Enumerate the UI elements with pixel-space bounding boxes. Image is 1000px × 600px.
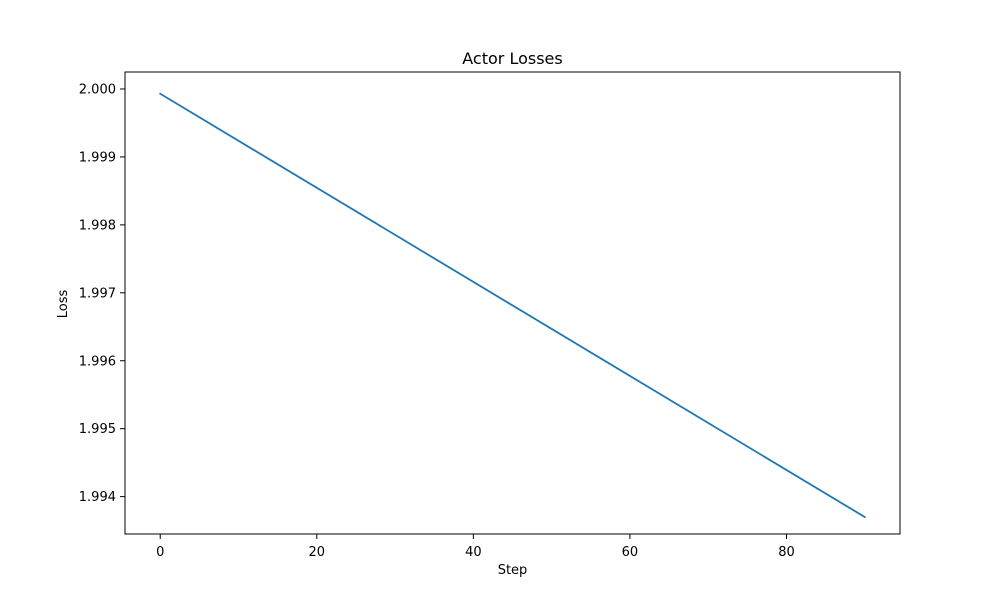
series-layer <box>158 92 867 519</box>
y-tick-label: 1.997 <box>79 286 116 301</box>
y-axis-label: Loss <box>56 290 71 319</box>
y-tick-label: 1.998 <box>79 218 116 233</box>
x-tick-label: 40 <box>465 545 482 560</box>
x-tick-label: 20 <box>309 545 326 560</box>
y-axis-ticks: 1.994 1.995 1.996 1.997 1.998 1.999 2.000 <box>79 82 125 505</box>
x-axis-ticks: 0 20 40 60 80 <box>156 534 795 560</box>
y-tick-label: 2.000 <box>79 82 116 97</box>
series-line <box>158 92 867 519</box>
y-tick-label: 1.999 <box>79 150 116 165</box>
y-tick-label: 1.996 <box>79 354 116 369</box>
x-tick-label: 0 <box>156 545 164 560</box>
x-tick-label: 60 <box>622 545 639 560</box>
x-axis-label: Step <box>498 563 528 578</box>
chart-title: Actor Losses <box>462 49 562 68</box>
y-tick-label: 1.994 <box>79 490 116 505</box>
x-tick-label: 80 <box>778 545 795 560</box>
y-tick-label: 1.995 <box>79 422 116 437</box>
plot-frame <box>124 71 901 535</box>
plot-area <box>124 71 901 535</box>
